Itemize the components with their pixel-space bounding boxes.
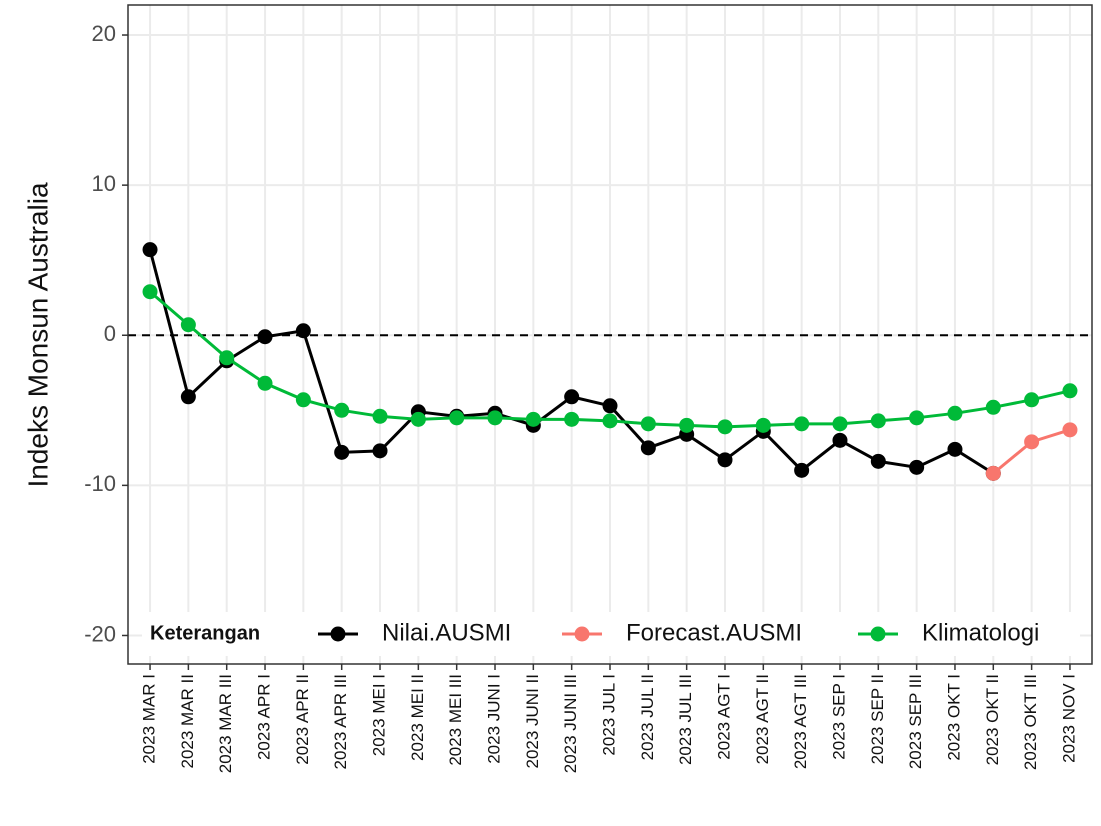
data-point	[679, 417, 695, 433]
data-point	[257, 375, 273, 391]
legend-background	[142, 612, 1080, 656]
data-point	[717, 419, 733, 435]
x-tick-label: 2023 JUL I	[599, 674, 618, 756]
data-point	[909, 459, 925, 475]
x-tick-label: 2023 SEP III	[906, 674, 925, 769]
x-tick-label: 2023 JUL III	[676, 674, 695, 765]
x-tick-label: 2023 APR II	[293, 674, 312, 765]
y-tick-label: 10	[92, 171, 116, 196]
data-point	[870, 413, 886, 429]
x-tick-label: 2023 AGT II	[753, 674, 772, 764]
x-tick-label: 2023 APR I	[255, 674, 274, 760]
x-tick-label: 2023 APR III	[331, 674, 350, 769]
data-point	[372, 443, 388, 459]
data-point	[295, 392, 311, 408]
data-point	[909, 410, 925, 426]
data-point	[640, 440, 656, 456]
x-tick-label: 2023 OKT III	[1021, 674, 1040, 770]
data-point	[564, 389, 580, 405]
data-point	[602, 398, 618, 414]
data-point	[1062, 422, 1078, 438]
x-tick-label: 2023 JUNI I	[484, 674, 503, 764]
data-point	[794, 416, 810, 432]
data-point	[985, 465, 1001, 481]
data-point	[142, 242, 158, 258]
x-tick-label: 2023 OKT I	[944, 674, 963, 761]
data-point	[334, 402, 350, 418]
data-point	[142, 284, 158, 300]
x-tick-label: 2023 MAR II	[178, 674, 197, 769]
data-point	[794, 462, 810, 478]
x-tick-label: 2023 NOV I	[1059, 674, 1078, 763]
data-point	[180, 317, 196, 333]
data-point	[985, 399, 1001, 415]
data-point	[640, 416, 656, 432]
data-point	[602, 413, 618, 429]
x-tick-label: 2023 OKT II	[983, 674, 1002, 765]
x-tick-label: 2023 JUNI II	[523, 674, 542, 769]
data-point	[870, 453, 886, 469]
legend-label: Klimatologi	[922, 619, 1039, 646]
legend-label: Nilai.AUSMI	[382, 619, 511, 646]
data-point	[832, 432, 848, 448]
y-tick-label: -10	[84, 471, 116, 496]
data-point	[410, 411, 426, 427]
x-tick-label: 2023 MAR III	[216, 674, 235, 773]
legend-label: Forecast.AUSMI	[626, 619, 802, 646]
data-point	[947, 441, 963, 457]
x-tick-label: 2023 MAR I	[140, 674, 159, 764]
data-point	[180, 389, 196, 405]
data-point	[257, 329, 273, 345]
legend-title: Keterangan	[150, 622, 260, 644]
data-point	[487, 410, 503, 426]
y-tick-label: 20	[92, 21, 116, 46]
legend-key-point	[870, 626, 886, 642]
x-tick-label: 2023 AGT I	[714, 674, 733, 760]
data-point	[947, 405, 963, 421]
data-point	[334, 444, 350, 460]
x-tick-label: 2023 SEP II	[868, 674, 887, 764]
data-point	[832, 416, 848, 432]
legend-key-point	[574, 626, 590, 642]
y-tick-label: 0	[104, 321, 116, 346]
data-point	[295, 323, 311, 339]
x-tick-label: 2023 AGT III	[791, 674, 810, 769]
y-axis-title: Indeks Monsun Australia	[22, 182, 53, 487]
data-point	[1024, 434, 1040, 450]
x-tick-label: 2023 JUNI III	[561, 674, 580, 773]
plot-border	[127, 4, 1093, 665]
data-point	[1062, 383, 1078, 399]
x-tick-label: 2023 MEI III	[446, 674, 465, 766]
data-point	[525, 411, 541, 427]
data-point	[219, 350, 235, 366]
x-tick-label: 2023 SEP I	[829, 674, 848, 760]
x-tick-label: 2023 JUL II	[638, 674, 657, 760]
legend: Keterangan Nilai.AUSMI Forecast.AUSMI Klima…	[142, 612, 1080, 656]
data-point	[449, 410, 465, 426]
data-point	[1024, 392, 1040, 408]
data-point	[372, 408, 388, 424]
x-tick-label: 2023 MEI I	[370, 674, 389, 756]
data-point	[755, 417, 771, 433]
y-tick-label: -20	[84, 621, 116, 646]
legend-key-point	[330, 626, 346, 642]
x-tick-label: 2023 MEI II	[408, 674, 427, 761]
data-point	[717, 452, 733, 468]
data-point	[564, 411, 580, 427]
